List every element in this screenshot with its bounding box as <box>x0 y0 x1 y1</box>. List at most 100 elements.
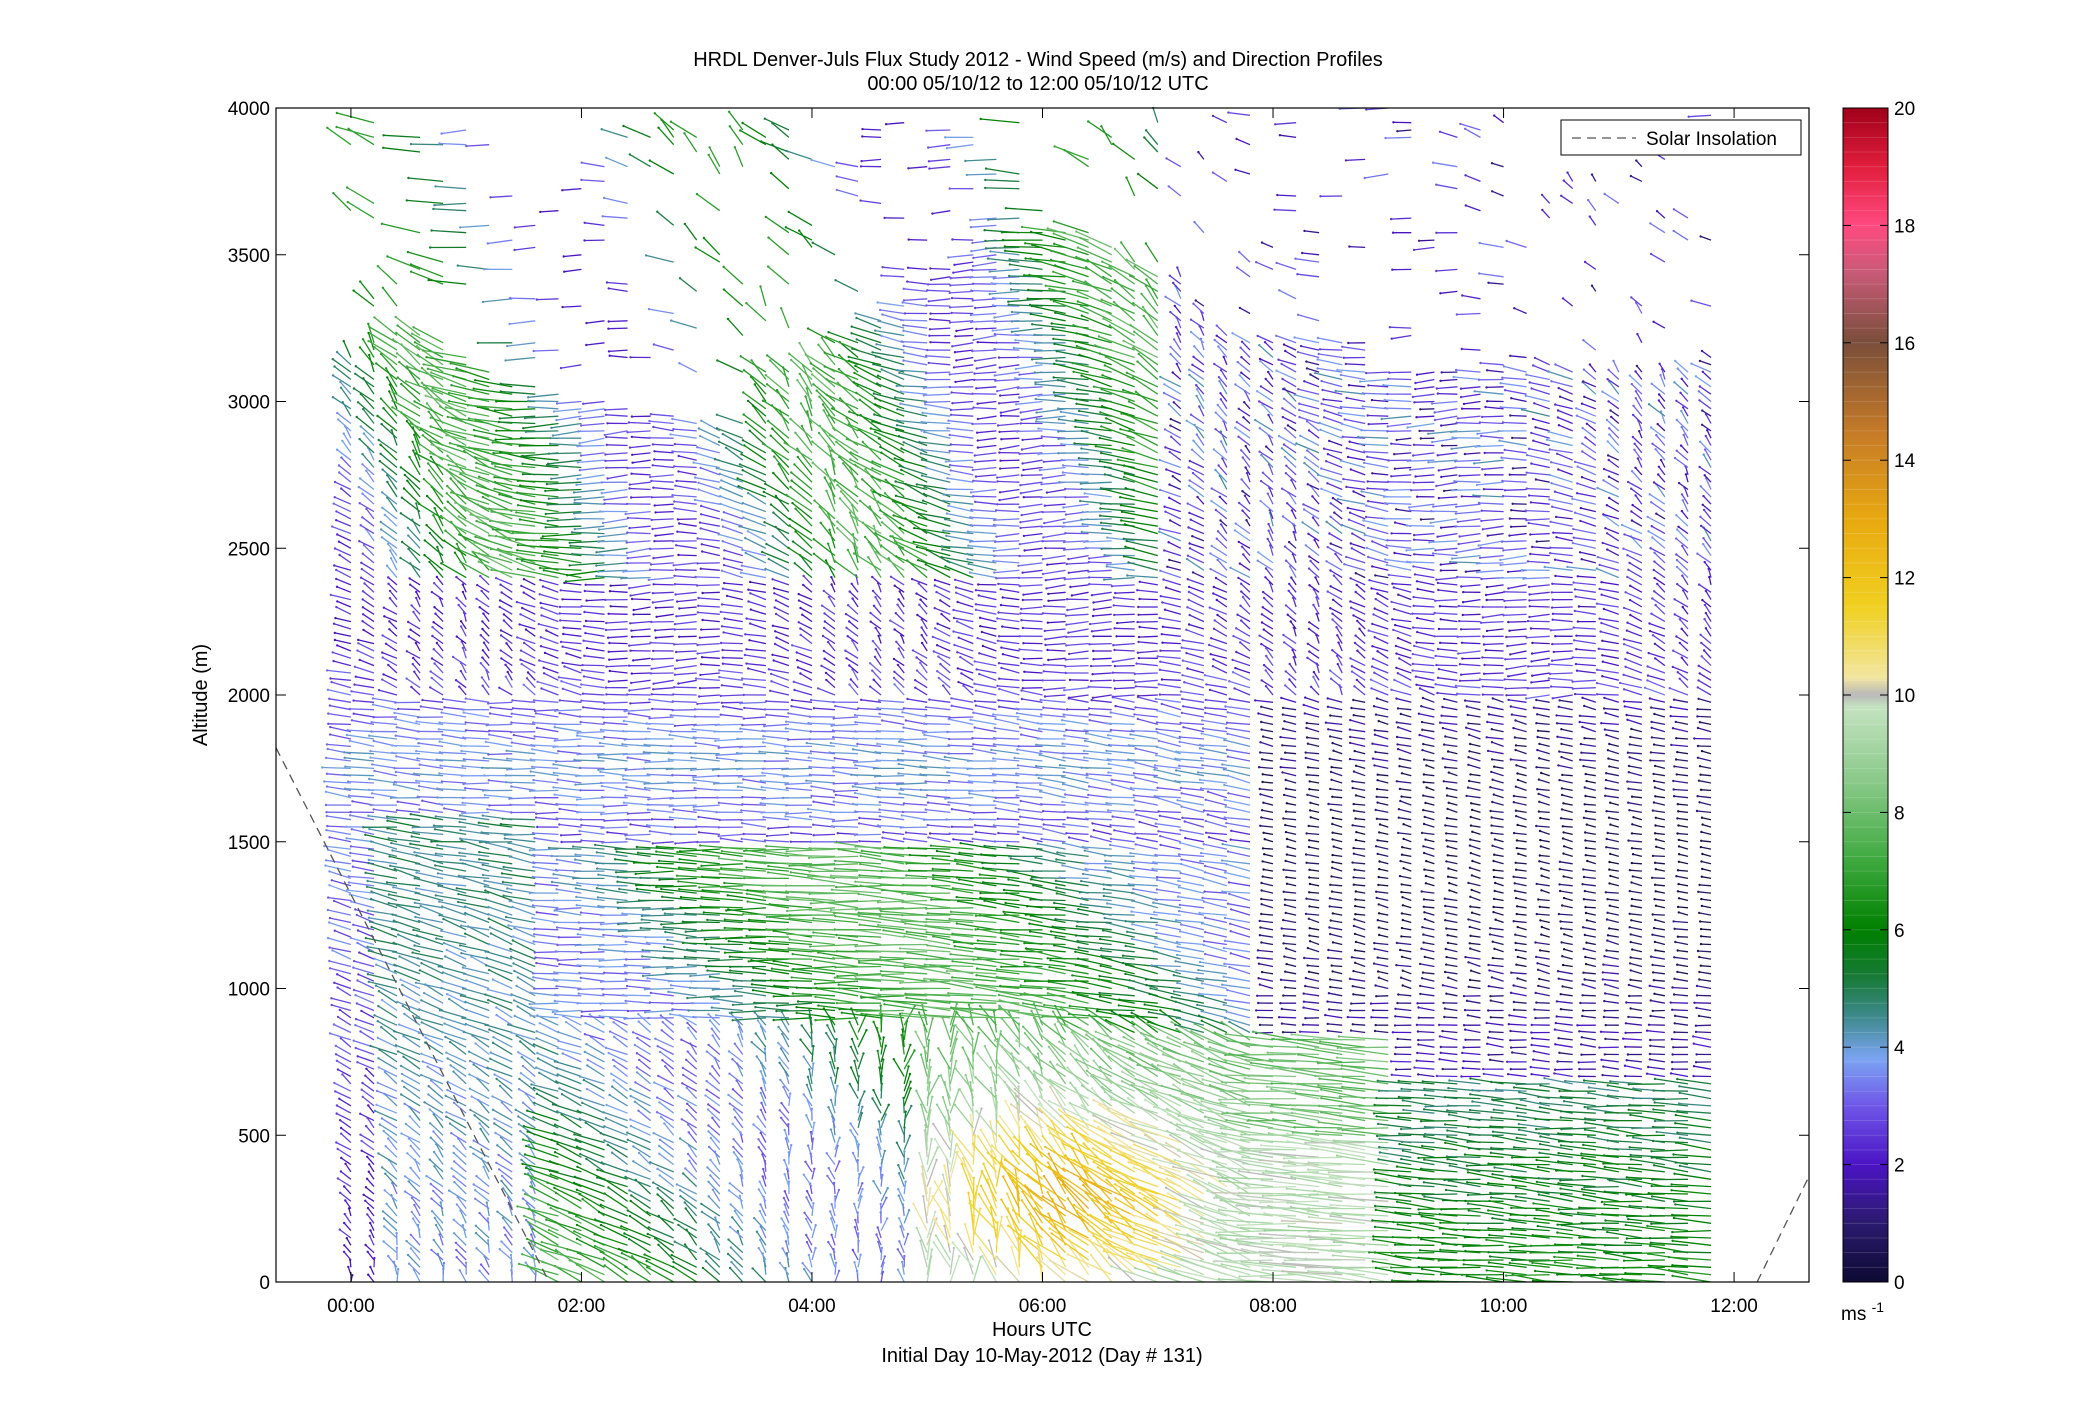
wind-arrow-head <box>510 993 512 995</box>
wind-arrow-head <box>333 623 335 625</box>
wind-arrow-head <box>599 944 601 946</box>
wind-arrow-head <box>530 1083 532 1085</box>
wind-arrow-head <box>718 669 720 671</box>
wind-arrow-head <box>411 1211 413 1213</box>
wind-arrow-head <box>410 686 412 688</box>
wind-arrow-head <box>558 936 560 938</box>
wind-arrow-head <box>511 906 513 908</box>
wind-arrow-head <box>443 540 445 542</box>
wind-arrow-head <box>576 798 578 800</box>
wind-arrow <box>578 754 605 755</box>
wind-arrow-head <box>328 698 330 700</box>
wind-arrow-head <box>533 1087 535 1089</box>
wind-arrow-head <box>525 1219 527 1221</box>
wind-arrow-head <box>674 725 676 727</box>
wind-arrow-head <box>578 830 580 832</box>
wind-arrow-head <box>642 909 644 911</box>
wind-arrow-head <box>609 1030 611 1032</box>
wind-arrow-head <box>603 972 605 974</box>
wind-arrow-head <box>336 412 338 414</box>
wind-arrow-head <box>576 1002 578 1004</box>
wind-arrow-head <box>523 578 525 580</box>
wind-arrow-head <box>613 1079 615 1081</box>
wind-arrow-head <box>589 1013 591 1015</box>
wind-arrow <box>672 775 696 776</box>
wind-arrow-head <box>392 942 394 944</box>
wind-arrow-head <box>700 905 702 907</box>
wind-arrow-head <box>723 557 725 559</box>
wind-arrow-head <box>399 557 401 559</box>
wind-arrow <box>737 768 766 769</box>
wind-arrow-head <box>415 854 417 856</box>
wind-arrow-head <box>377 1082 379 1084</box>
wind-arrow-head <box>690 769 692 771</box>
wind-arrow-head <box>468 1073 470 1075</box>
wind-arrow-head <box>637 1110 639 1112</box>
wind-arrow-head <box>607 1186 609 1188</box>
wind-arrow-head <box>686 1022 688 1024</box>
wind-arrow-head <box>420 999 422 1001</box>
wind-arrow-head <box>605 622 607 624</box>
wind-arrow-head <box>458 686 460 688</box>
wind-arrow-head <box>465 145 467 147</box>
wind-arrow-head <box>559 699 561 701</box>
wind-arrow-head <box>356 942 358 944</box>
wind-arrow-head <box>727 1238 729 1240</box>
wind-arrow-head <box>783 1159 785 1161</box>
wind-arrow-head <box>459 1269 461 1271</box>
wind-arrow-head <box>443 807 445 809</box>
wind-arrow-head <box>673 500 675 502</box>
wind-arrow-head <box>641 918 643 920</box>
wind-arrow-head <box>358 951 360 953</box>
wind-arrow-head <box>487 242 489 244</box>
wind-arrow-head <box>677 554 679 556</box>
wind-arrow-head <box>600 1224 602 1226</box>
wind-arrow-head <box>654 112 656 114</box>
wind-arrow-head <box>401 1080 403 1082</box>
wind-arrow-head <box>629 594 631 596</box>
wind-arrow-head <box>414 902 416 904</box>
wind-arrow-head <box>644 936 646 938</box>
wind-arrow-head <box>516 549 518 551</box>
wind-arrow-head <box>784 1190 786 1192</box>
wind-arrow-head <box>577 958 579 960</box>
wind-arrow-head <box>524 1193 526 1195</box>
wind-arrow-head <box>629 446 631 448</box>
wind-arrow-head <box>762 1175 764 1177</box>
wind-arrow <box>636 885 674 886</box>
wind-arrow-head <box>495 1078 497 1080</box>
wind-arrow-head <box>626 467 628 469</box>
wind-arrow-head <box>627 557 629 559</box>
wind-arrow-head <box>431 591 433 593</box>
wind-arrow-head <box>486 957 488 959</box>
wind-arrow-head <box>597 536 599 538</box>
wind-arrow-head <box>547 520 549 522</box>
wind-arrow-head <box>357 642 359 644</box>
wind-arrow-head <box>512 939 514 941</box>
wind-arrow-head <box>743 694 745 696</box>
wind-arrow-head <box>449 468 451 470</box>
wind-arrow-head <box>500 1180 502 1182</box>
wind-arrow-head <box>579 1118 581 1120</box>
wind-arrow-head <box>669 433 671 435</box>
wind-arrow-head <box>534 956 536 958</box>
wind-arrow-head <box>649 569 651 571</box>
wind-arrow-head <box>488 1028 490 1030</box>
wind-arrow-head <box>732 1138 734 1140</box>
wind-arrow-head <box>407 534 409 536</box>
wind-arrow-head <box>400 466 402 468</box>
wind-arrow-head <box>681 1118 683 1120</box>
wind-arrow-head <box>475 598 477 600</box>
wind-arrow-head <box>337 1016 339 1018</box>
wind-arrow-head <box>533 1102 535 1104</box>
wind-arrow-head <box>650 621 652 623</box>
wind-arrow-head <box>608 287 610 289</box>
wind-arrow-head <box>552 873 554 875</box>
wind-arrow-head <box>383 607 385 609</box>
wind-arrow-head <box>517 568 519 570</box>
wind-arrow-head <box>658 1101 660 1103</box>
wind-arrow-head <box>438 900 440 902</box>
wind-arrow-head <box>492 1042 494 1044</box>
wind-arrow-head <box>440 987 442 989</box>
wind-arrow-head <box>712 1189 714 1191</box>
